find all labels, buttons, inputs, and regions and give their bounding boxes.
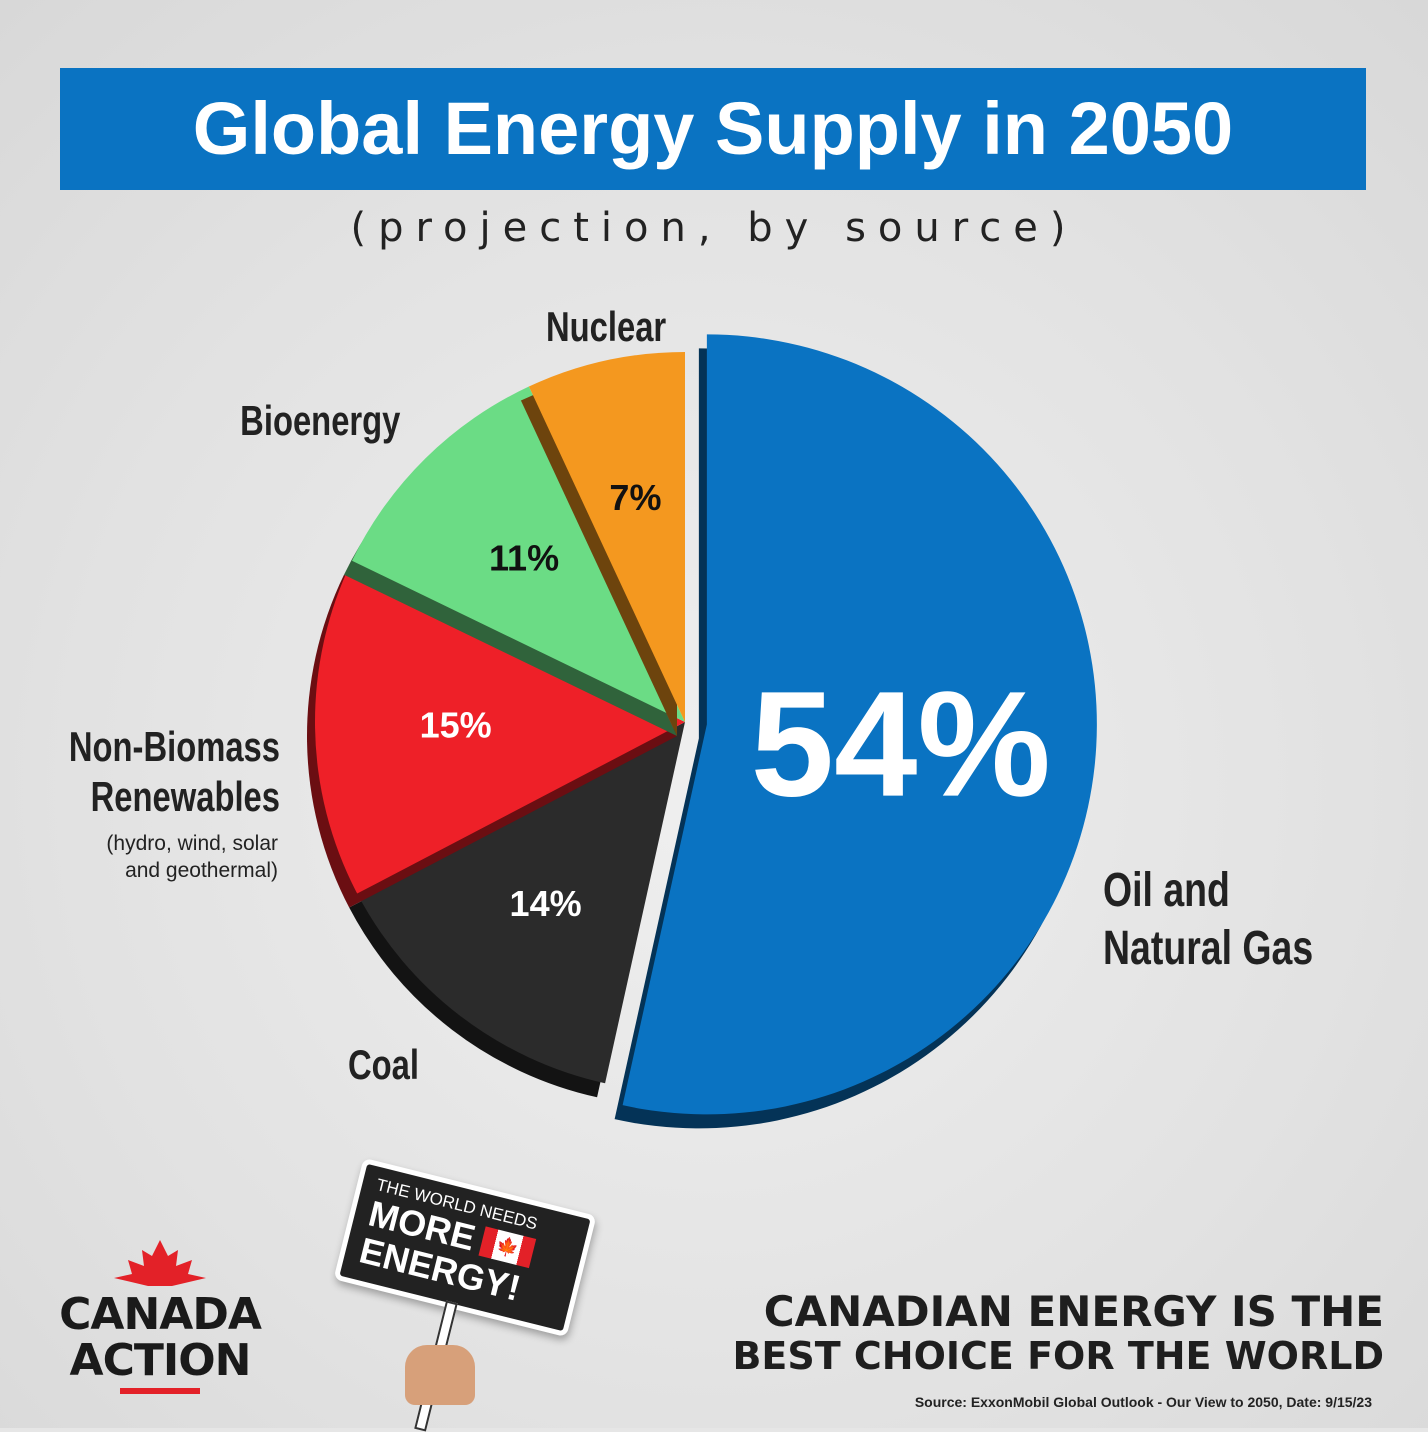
slice-1: 14% [349, 722, 685, 1098]
data-label: 7% [609, 477, 661, 518]
chart-title: Global Energy Supply in 2050 [192, 87, 1234, 170]
data-label: 54% [751, 660, 1051, 828]
label-renewables: Non-Biomass Renewables [68, 723, 280, 821]
slice-face [314, 560, 685, 894]
label-renewables-note: (hydro, wind, solar and geothermal) [106, 832, 278, 883]
label-coal: Coal [348, 1041, 419, 1088]
logo-underline [120, 1388, 200, 1395]
hand-icon [405, 1345, 475, 1405]
title-banner: Global Energy Supply in 2050 [60, 68, 1366, 190]
slice-face [357, 722, 685, 1084]
tagline: CANADIAN ENERGY IS THE BEST CHOICE FOR T… [732, 1288, 1384, 1378]
data-label: 11% [489, 538, 559, 579]
slice-face [622, 334, 1097, 1115]
canada-action-logo: CANADA ACTION [50, 1240, 270, 1395]
data-label: 15% [420, 705, 492, 746]
label-oil-gas: Oil and Natural Gas [1103, 864, 1314, 975]
tagline-line2: BEST CHOICE FOR THE WORLD [732, 1334, 1384, 1379]
logo-line1: CANADA [59, 1289, 262, 1340]
maple-leaf-icon [114, 1240, 206, 1286]
slice-face [351, 386, 685, 722]
chart-subtitle: (projection, by source) [350, 205, 1078, 251]
logo-line2: ACTION [69, 1335, 252, 1387]
data-label: 14% [510, 883, 582, 924]
slice-4: 7% [520, 352, 685, 736]
label-nuclear: Nuclear [546, 303, 667, 350]
source-note: Source: ExxonMobil Global Outlook - Our … [914, 1394, 1372, 1410]
label-bioenergy: Bioenergy [239, 397, 400, 444]
slice-2: 15% [307, 560, 685, 908]
slice-3: 11% [343, 386, 685, 736]
slice-face [528, 352, 685, 722]
slice-0: 54% [614, 334, 1097, 1129]
tagline-line1: CANADIAN ENERGY IS THE [763, 1287, 1384, 1336]
